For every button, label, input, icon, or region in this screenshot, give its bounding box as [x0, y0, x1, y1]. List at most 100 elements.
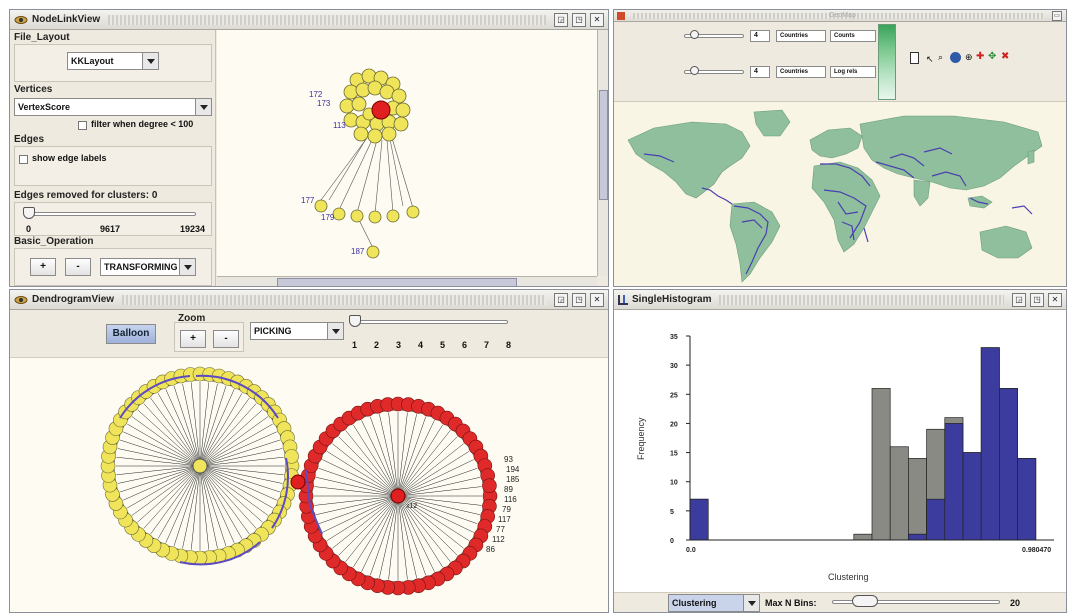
balloon-spoke [397, 495, 482, 506]
minimize-icon[interactable]: ◲ [554, 12, 568, 27]
histogram-app-icon [618, 294, 628, 305]
histogram-bar[interactable] [908, 458, 927, 541]
restore-icon[interactable]: ▭ [1052, 10, 1062, 21]
degree-filter-checkbox[interactable] [78, 121, 87, 130]
maximize-icon[interactable]: ◳ [572, 12, 586, 27]
edge-labels-checkbox[interactable] [19, 155, 28, 164]
zoom-out-button[interactable]: - [65, 258, 91, 276]
histogram-bar[interactable] [889, 446, 909, 541]
geo-move-icon[interactable]: ✥ [988, 51, 997, 62]
balloon-spoke [199, 431, 277, 467]
dendrogram-zoom-in-button[interactable]: + [180, 330, 206, 348]
geo-combo-2a[interactable]: Countries [776, 66, 826, 78]
balloon-spoke [397, 495, 458, 556]
histogram-bar[interactable] [871, 388, 891, 541]
close-icon[interactable]: ✕ [1048, 292, 1062, 307]
geo-value-1[interactable]: 4 [750, 30, 770, 42]
graph-vertical-scroll-thumb[interactable] [599, 90, 608, 200]
histogram-bar[interactable] [980, 347, 1000, 541]
max-bins-slider-track[interactable] [832, 600, 1000, 604]
left-balloon-center-node[interactable] [192, 458, 208, 474]
balloon-spoke [199, 465, 273, 509]
geo-combo-2b[interactable]: Log rels [830, 66, 876, 78]
graph-svg[interactable]: 172 173 113 177 179 187 [217, 30, 597, 276]
titlebar-grip [719, 294, 1004, 305]
graph-vertical-scrollbar[interactable] [597, 30, 608, 276]
dendrogram-canvas[interactable]: x12 93 194 185 89 116 79 117 77 112 86 [10, 358, 609, 612]
geo-combo-1a[interactable]: Countries [776, 30, 826, 42]
zoom-in-button[interactable]: + [30, 258, 56, 276]
bridge-node[interactable] [290, 474, 306, 490]
minimize-icon[interactable]: ◲ [554, 292, 568, 307]
single-histogram-titlebar[interactable]: SingleHistogram ◲ ◳ ✕ [614, 290, 1066, 310]
balloon-spoke [117, 465, 201, 484]
geo-value-2[interactable]: 4 [750, 66, 770, 78]
geo-globe-icon[interactable] [950, 52, 961, 63]
mouse-mode-select[interactable]: TRANSFORMING [100, 258, 196, 276]
geo-slider-1-thumb[interactable] [690, 30, 699, 39]
dendrogram-view-title: DendrogramView [32, 294, 115, 305]
geo-slider-2-thumb[interactable] [690, 66, 699, 75]
dendrogram-view-titlebar[interactable]: DendrogramView ◲ ◳ ✕ [10, 290, 608, 310]
geo-add-icon[interactable]: ✚ [976, 51, 985, 62]
histogram-bar[interactable] [926, 498, 946, 541]
dendrogram-mode-select[interactable]: PICKING [250, 322, 344, 340]
histogram-bar[interactable] [1017, 458, 1037, 541]
geo-page-icon[interactable] [910, 52, 919, 64]
graph-selected-node[interactable] [371, 100, 391, 120]
balloon-spoke [322, 459, 399, 497]
minimize-icon[interactable]: ◲ [1012, 292, 1026, 307]
geo-map-titlebar[interactable]: GeoMap ▭ [614, 10, 1066, 22]
balloon-node[interactable] [284, 449, 299, 464]
balloon-spoke [199, 423, 273, 467]
close-icon[interactable]: ✕ [590, 12, 604, 27]
level-slider-thumb[interactable] [349, 315, 361, 327]
histogram-bar[interactable] [999, 388, 1018, 541]
balloon-spoke [199, 465, 280, 493]
cluster-slider-thumb[interactable] [23, 207, 35, 219]
graph-horizontal-scrollbar[interactable] [217, 276, 597, 286]
layout-select[interactable]: KKLayout [67, 52, 159, 70]
mouse-mode-value: TRANSFORMING [104, 262, 178, 272]
balloon-button[interactable]: Balloon [106, 324, 156, 344]
maximize-icon[interactable]: ◳ [572, 292, 586, 307]
geo-close-icon[interactable]: ✖ [1001, 51, 1010, 62]
geo-search-icon[interactable]: ⌕ [938, 52, 944, 62]
geo-combo-1b[interactable]: Counts [830, 30, 876, 42]
vertex-score-select[interactable]: VertexScore [14, 98, 212, 116]
chevron-down-icon [195, 99, 211, 115]
histogram-bar[interactable] [962, 452, 982, 541]
geo-slider-1-track[interactable] [684, 34, 744, 38]
histogram-bar[interactable] [689, 498, 709, 541]
histogram-attribute-select[interactable]: Clustering [668, 594, 760, 612]
geo-slider-2-track[interactable] [684, 70, 744, 74]
histogram-chart[interactable]: 35 30 25 20 15 10 5 0 Frequency 0.0 0.980470 Cl… [614, 310, 1067, 584]
balloon-spoke [397, 495, 480, 515]
edges-label: Edges [14, 134, 45, 145]
graph-canvas[interactable]: 172 173 113 177 179 187 [217, 30, 597, 276]
graph-leaf-nodes [314, 199, 420, 259]
cluster-slider-track[interactable] [24, 212, 196, 216]
geo-map-title: GeoMap [829, 12, 856, 19]
balloon-spoke [199, 465, 283, 484]
balloon-spoke [199, 382, 210, 467]
maximize-icon[interactable]: ◳ [1030, 292, 1044, 307]
graph-horizontal-scroll-thumb[interactable] [277, 278, 517, 286]
level-slider-track[interactable] [352, 320, 508, 324]
geo-pointer-icon[interactable]: ↖ [926, 54, 934, 64]
node-label: 172 [309, 90, 323, 99]
world-map[interactable] [614, 102, 1067, 287]
dendrogram-zoom-out-button[interactable]: - [213, 330, 239, 348]
histogram-bar[interactable] [944, 423, 964, 541]
node-link-view-titlebar[interactable]: NodeLinkView ◲ ◳ ✕ [10, 10, 608, 30]
histogram-bar[interactable] [853, 533, 873, 541]
right-balloon-center-node[interactable] [390, 488, 406, 504]
balloon-node[interactable] [482, 478, 497, 493]
balloon-spoke [397, 495, 451, 562]
histogram-bar[interactable] [908, 533, 927, 541]
max-bins-slider-thumb[interactable] [852, 595, 878, 607]
geo-zoom-icon[interactable]: ⊕ [965, 52, 973, 62]
balloon-spoke [120, 465, 201, 493]
close-icon[interactable]: ✕ [590, 292, 604, 307]
balloon-spoke [316, 477, 399, 497]
